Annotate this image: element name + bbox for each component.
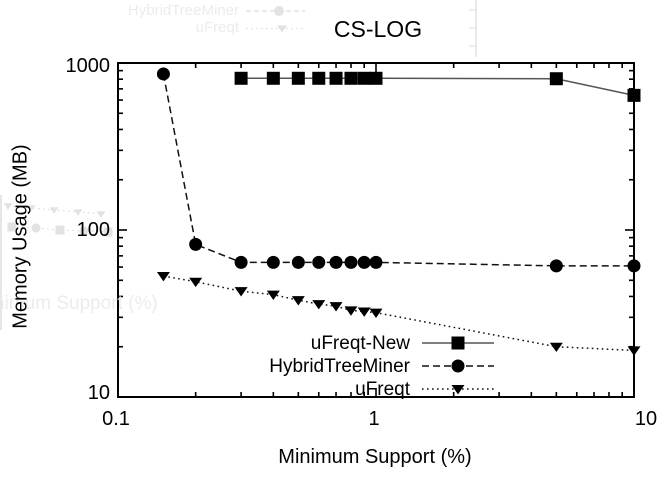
ghost-legend-triangle-marker (277, 25, 287, 33)
data-point-hybridtreeminer (189, 237, 203, 251)
data-point-ufreqt (627, 346, 641, 356)
data-point-ufreqt-new (369, 71, 383, 85)
ghost-scatter-marker (49, 207, 59, 214)
ghost-legend-label-hybridtreeminer: HybridTreeMiner (127, 2, 239, 19)
ghost-scatter-marker (55, 225, 65, 235)
y-axis-label: Memory Usage (MB) (9, 144, 32, 329)
ghost-legend-circle-marker (274, 6, 284, 16)
y-tick-10: 10 (87, 382, 110, 404)
data-point-hybridtreeminer (549, 259, 563, 273)
ghost-scatter-marker (26, 205, 36, 212)
y-tick-1000: 1000 (65, 55, 111, 77)
data-point-hybridtreeminer (369, 255, 383, 269)
legend-marker-ufreqt (451, 384, 465, 395)
x-axis-label: Minimum Support (%) (278, 446, 472, 468)
data-point-hybridtreeminer (291, 255, 305, 269)
data-point-ufreqt-new (266, 71, 280, 85)
data-point-hybridtreeminer (156, 67, 170, 81)
data-point-hybridtreeminer (266, 255, 280, 269)
data-point-ufreqt (329, 302, 343, 312)
data-point-ufreqt (291, 296, 305, 306)
data-point-hybridtreeminer (357, 255, 371, 269)
x-tick-10: 10 (634, 408, 658, 430)
x-tick-0.1: 0.1 (102, 408, 130, 430)
x-tick-1: 1 (368, 408, 380, 430)
data-point-hybridtreeminer (329, 255, 343, 269)
chart-title: CS-LOG (333, 16, 423, 42)
legend-marker-hybridtreeminer (451, 359, 465, 373)
y-tick-100: 100 (76, 219, 110, 241)
data-point-ufreqt-new (291, 71, 305, 85)
series-line-ufreqt (163, 275, 635, 352)
data-point-ufreqt (312, 300, 326, 310)
legend-label-ufreqt-new: uFreqt-New (310, 333, 410, 354)
ghost-scatter-marker (3, 203, 13, 210)
data-point-ufreqt-new (627, 88, 641, 102)
data-point-ufreqt (357, 307, 371, 317)
legend-marker-ufreqt-new (451, 336, 465, 350)
ghost-legend-label-ufreqt: uFreqt (195, 19, 239, 36)
data-point-ufreqt-new (344, 71, 358, 85)
data-point-hybridtreeminer (234, 255, 248, 269)
data-point-ufreqt (369, 308, 383, 318)
data-point-ufreqt (549, 342, 563, 353)
legend-label-hybridtreeminer: HybridTreeMiner (269, 356, 410, 377)
ghost-scatter-marker (79, 226, 89, 236)
data-point-ufreqt (344, 306, 358, 316)
data-point-ufreqt (156, 272, 170, 282)
data-point-hybridtreeminer (312, 255, 326, 269)
data-point-ufreqt-new (234, 71, 248, 85)
ghost-scatter-marker (7, 222, 17, 232)
data-point-hybridtreeminer (627, 259, 641, 273)
ghost-xaxis-label: Minimum Support (%) (0, 293, 158, 314)
data-point-ufreqt-new (312, 71, 326, 85)
series-line-hybridtreeminer (162, 73, 634, 267)
data-point-ufreqt-new (329, 71, 343, 85)
series-line-ufreqt-new (241, 77, 635, 97)
ghost-scatter-marker (103, 227, 113, 237)
data-point-ufreqt-new (357, 71, 371, 85)
data-point-ufreqt (266, 290, 280, 300)
data-point-ufreqt-new (549, 72, 563, 86)
ghost-scatter-marker (96, 211, 106, 218)
ghost-scatter-marker (31, 223, 41, 233)
ghost-scatter-line (11, 226, 109, 233)
legend-label-ufreqt: uFreqt (355, 379, 410, 400)
ghost-scatter-marker (73, 209, 83, 216)
data-point-hybridtreeminer (344, 255, 358, 269)
data-point-ufreqt (189, 277, 203, 288)
data-point-ufreqt (234, 287, 248, 297)
